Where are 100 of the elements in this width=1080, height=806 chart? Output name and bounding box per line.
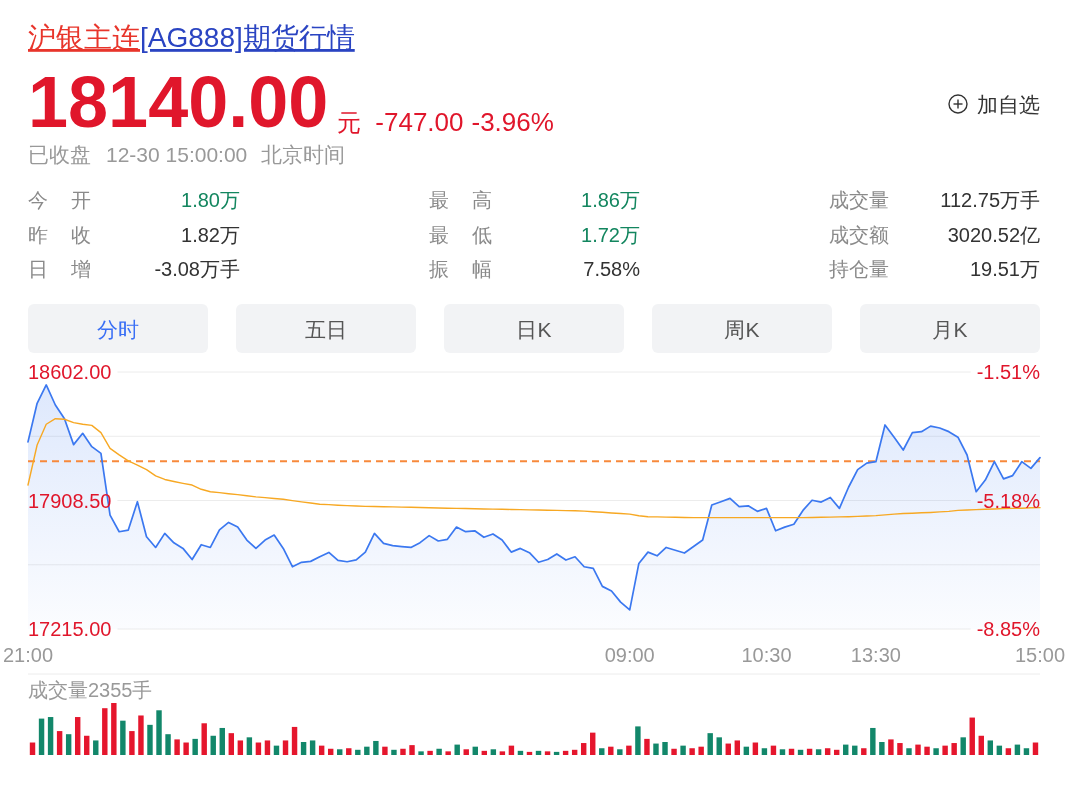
text: 最 高	[429, 189, 492, 211]
bar	[93, 740, 99, 755]
bar	[590, 732, 596, 755]
bar	[409, 745, 415, 755]
text: 3020.52亿	[947, 224, 1040, 246]
bar	[391, 749, 397, 755]
bar	[933, 748, 939, 755]
bar	[861, 748, 867, 755]
text: 19.51万	[969, 258, 1040, 280]
line-series	[27, 417, 1041, 519]
bar	[707, 733, 713, 755]
bar	[445, 751, 451, 755]
bar	[364, 746, 370, 755]
text: 沪银主连	[28, 22, 140, 53]
bar	[337, 749, 343, 755]
bar	[626, 745, 632, 755]
bar	[165, 734, 171, 755]
bar	[879, 742, 885, 755]
bar	[635, 726, 641, 755]
bar	[309, 740, 316, 755]
bar	[698, 746, 704, 755]
text: -747.00	[375, 107, 464, 137]
bar	[47, 717, 54, 755]
bar	[74, 717, 81, 755]
bar	[716, 737, 722, 755]
bar	[84, 735, 90, 755]
bar	[454, 744, 460, 755]
bar	[987, 740, 994, 755]
text: 五日	[305, 318, 347, 341]
text: 昨 收	[28, 224, 91, 246]
bar	[156, 710, 162, 755]
bar	[300, 742, 307, 755]
bar	[689, 748, 695, 755]
bar	[599, 748, 605, 755]
y-tick-label: 17215.00	[28, 618, 112, 640]
text: 元	[337, 109, 362, 136]
bar	[815, 749, 822, 755]
bar	[499, 751, 506, 755]
bar	[617, 749, 623, 755]
x-tick-label: 13:30	[850, 644, 901, 666]
bar	[644, 738, 650, 755]
bar	[951, 743, 957, 755]
bar	[228, 733, 235, 755]
text: 加自选	[977, 93, 1040, 116]
x-tick-label: 10:30	[741, 644, 792, 666]
bar	[1023, 748, 1030, 755]
text: 今 开	[28, 189, 91, 211]
text: 1.72万	[581, 224, 640, 246]
bar	[264, 740, 271, 755]
bar	[174, 739, 180, 755]
bar	[246, 737, 253, 755]
text: 1.86万	[581, 189, 640, 211]
y2-tick-label: -8.85%	[976, 618, 1041, 640]
bar	[346, 748, 352, 755]
text: 振 幅	[429, 258, 492, 280]
bar	[580, 743, 587, 755]
bar	[978, 735, 984, 755]
bar	[400, 748, 406, 755]
bar	[427, 750, 433, 755]
text: 1.82万	[181, 224, 240, 246]
bar	[192, 738, 198, 755]
text: 7.58%	[583, 258, 641, 280]
text: 成交量	[829, 189, 889, 211]
bar	[65, 734, 72, 755]
text: 北京时间	[261, 143, 346, 166]
text: 已收盘	[28, 143, 91, 166]
bar	[463, 749, 469, 755]
bar	[915, 744, 921, 755]
bar	[671, 748, 677, 755]
bar	[870, 727, 876, 755]
bar	[824, 748, 831, 755]
text: 周K	[724, 318, 760, 341]
x-tick-label: 09:00	[604, 644, 655, 666]
bar	[680, 745, 686, 755]
bar	[111, 703, 117, 755]
y-tick-label: 18602.00	[28, 361, 112, 383]
bar	[888, 739, 894, 755]
bar	[608, 746, 614, 755]
x-tick-label: 15:00	[1014, 644, 1066, 666]
text: 日K	[516, 318, 552, 341]
bar	[120, 720, 126, 755]
text: 分时	[97, 318, 139, 341]
bar	[490, 749, 497, 755]
bar	[779, 749, 786, 755]
bar	[38, 718, 45, 755]
bar	[734, 740, 741, 755]
text: 1.80万	[181, 189, 240, 211]
bar	[291, 726, 298, 755]
bar	[960, 737, 966, 755]
bar	[237, 740, 244, 755]
bar	[147, 724, 153, 755]
bar	[942, 745, 948, 755]
bar	[373, 740, 379, 755]
bar	[969, 717, 975, 755]
text: 持仓量	[829, 258, 889, 280]
bar	[653, 743, 659, 755]
bar	[56, 731, 63, 755]
x-tick-label: 21:00	[2, 644, 54, 666]
y2-tick-label: -5.18%	[976, 489, 1041, 512]
bar	[924, 746, 930, 755]
